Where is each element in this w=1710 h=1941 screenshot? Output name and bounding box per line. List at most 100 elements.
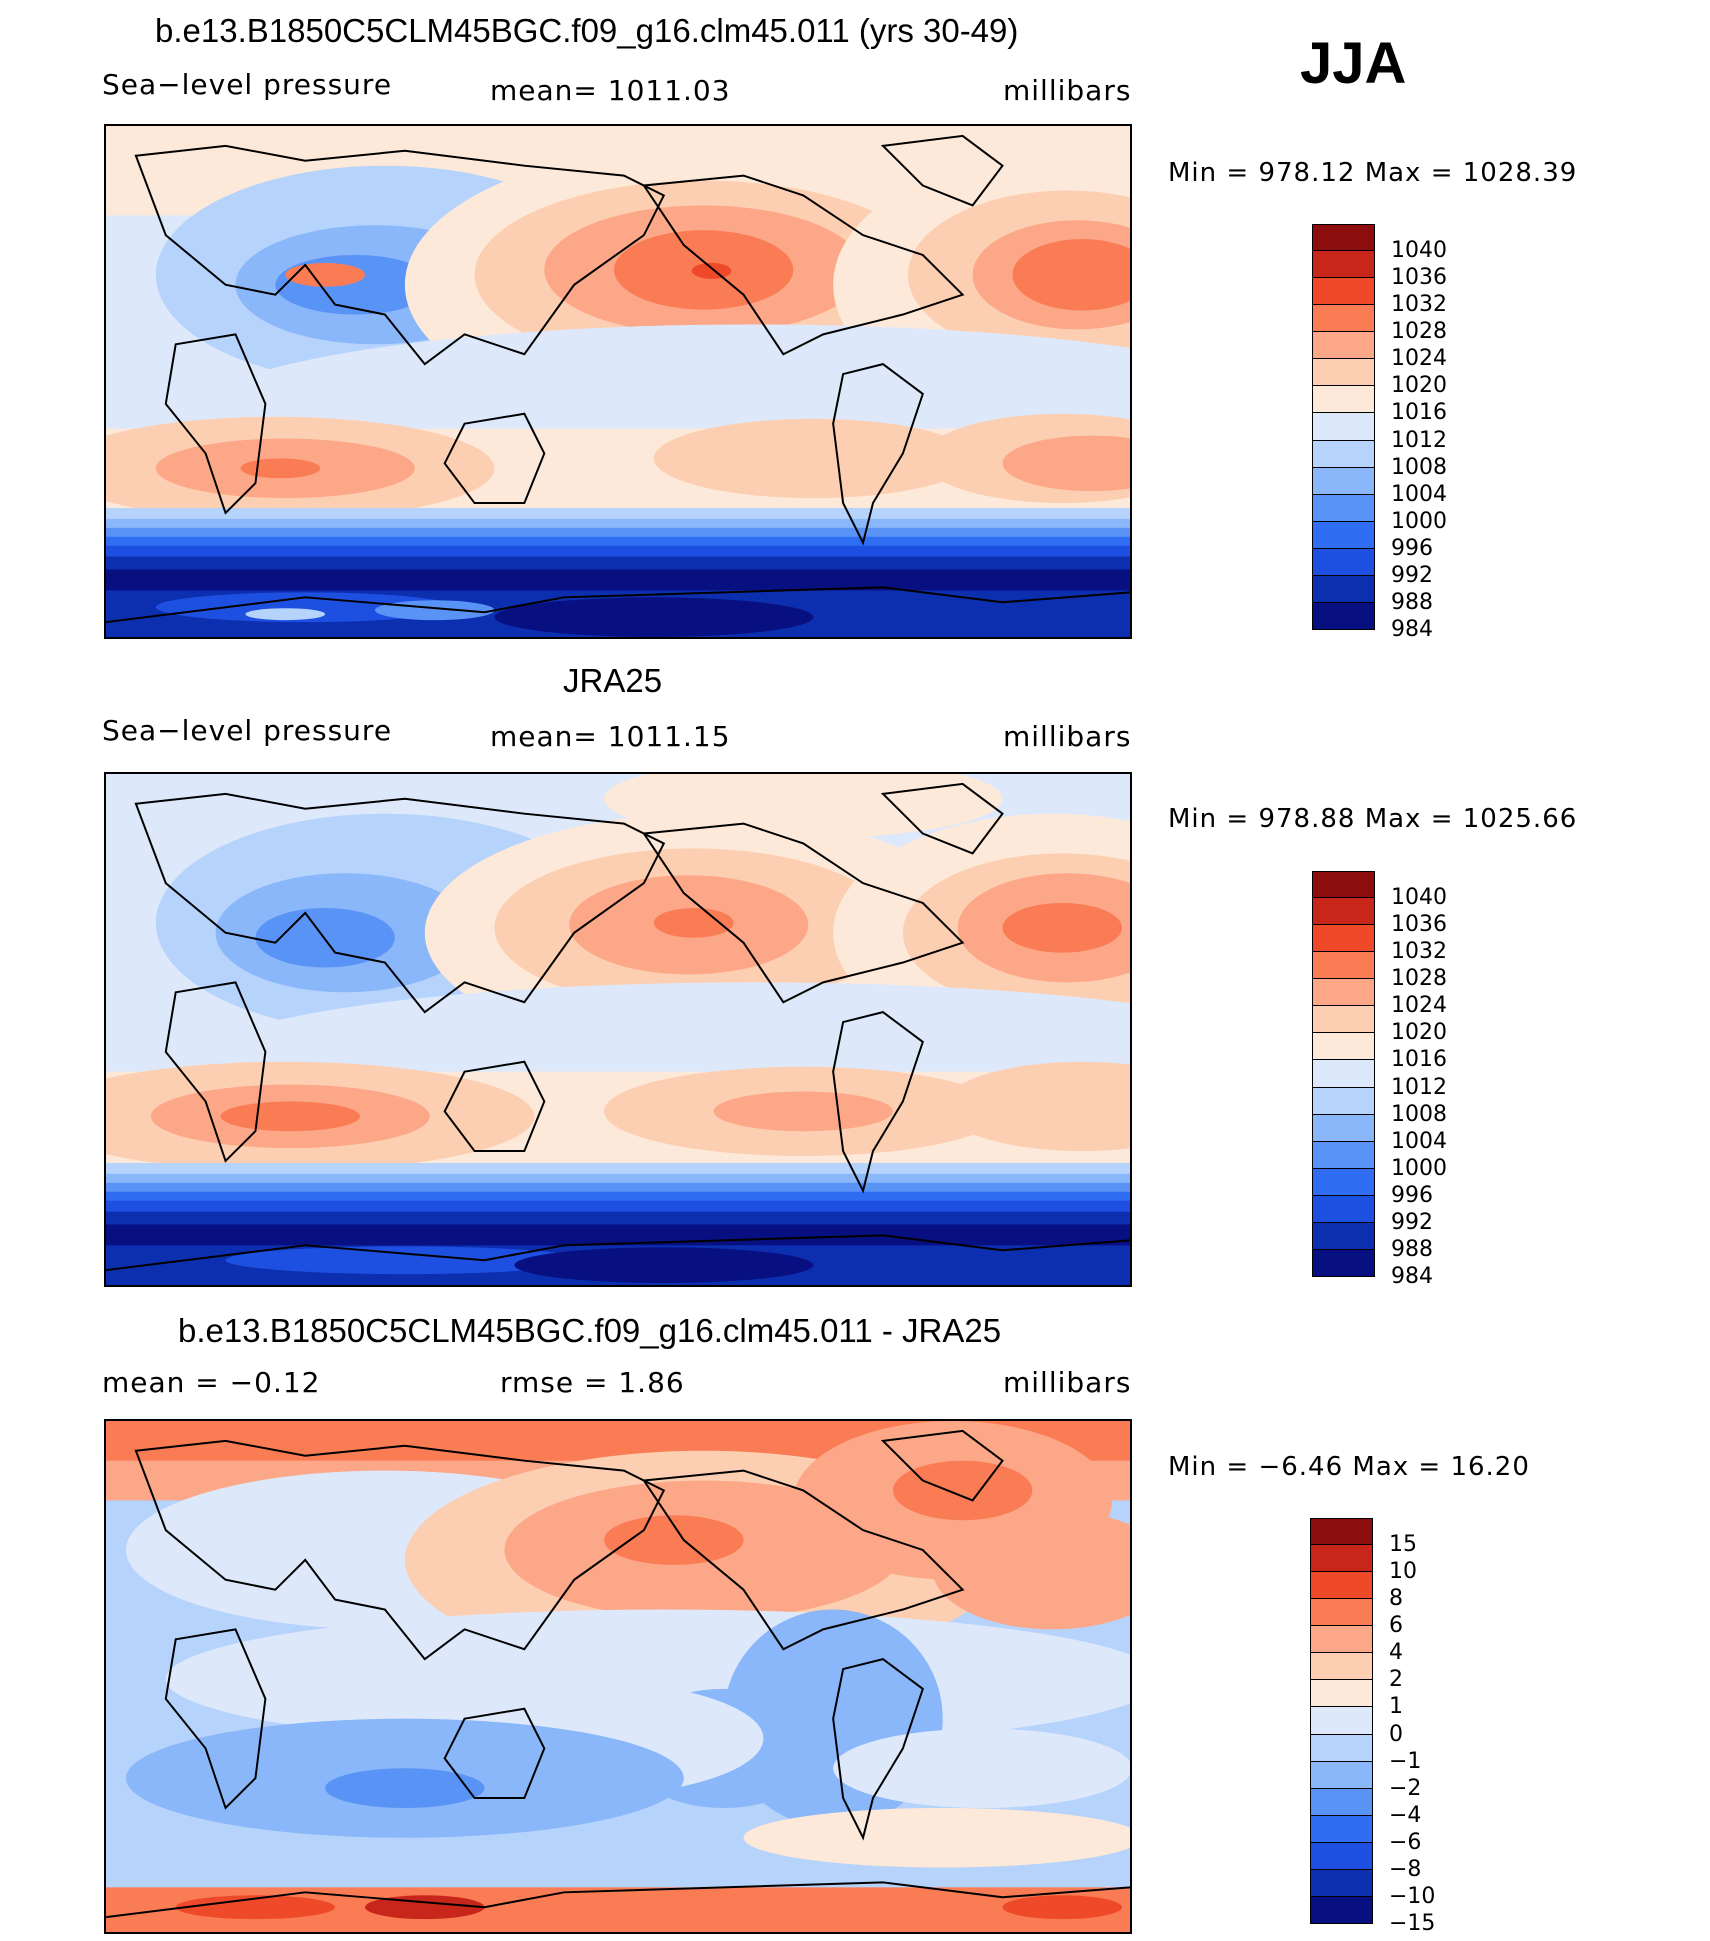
colorbar-swatch [1310,1626,1373,1654]
colorbar-swatch [1310,1842,1373,1870]
colorbar-tick-label: 1040 [1391,238,1447,264]
panel-1-map-field [106,126,1130,637]
colorbar-tick-label: −8 [1389,1856,1422,1882]
colorbar-swatch [1310,1545,1373,1573]
colorbar-swatch [1312,251,1375,279]
colorbar-tick-label: 1012 [1391,1074,1447,1100]
panel-1-minmax: Min = 978.12 Max = 1028.39 [1168,158,1578,188]
panel-1-colorbar: 1040 1036 1032 1028 1024 1020 1016 1012 1008 1004… [1312,224,1447,641]
colorbar-swatch [1312,467,1375,495]
colorbar-tick-label: −10 [1389,1883,1436,1909]
season-label: JJA [1300,31,1407,96]
colorbar-swatch [1310,1572,1373,1600]
colorbar-tick-label: 8 [1389,1586,1403,1612]
colorbar-swatch [1312,1060,1375,1088]
panel-2-minmax: Min = 978.88 Max = 1025.66 [1168,804,1578,834]
colorbar-tick-label: 996 [1391,535,1433,561]
panel-3-mean-label: mean = −0.12 [102,1366,321,1399]
colorbar-tick-label: 1036 [1391,265,1447,291]
panel-3-title: b.e13.B1850C5CLM45BGC.f09_g16.clm45.011 … [178,1312,1002,1349]
colorbar-swatch [1312,332,1375,360]
panel-3-colorbar: 15 10 8 6 4 2 1 0 −1 −2 −4 −6 −8 −10 −15 [1310,1518,1435,1935]
colorbar-tick-label: 2 [1389,1667,1403,1693]
colorbar-tick-label: −2 [1389,1775,1422,1801]
colorbar-swatch [1312,386,1375,414]
panel-1-map [104,124,1132,639]
colorbar-swatch [1312,305,1375,333]
colorbar-swatch [1312,979,1375,1007]
panel-2-variable-label: Sea−level pressure [102,714,393,747]
colorbar-swatch [1312,925,1375,953]
colorbar-tick-label: 1 [1389,1694,1403,1720]
colorbar-swatch [1312,1168,1375,1196]
colorbar-swatch [1312,413,1375,441]
colorbar-tick-label: 984 [1391,1264,1433,1289]
colorbar-tick-label: −15 [1389,1911,1436,1936]
colorbar-tick-label: 1024 [1391,993,1447,1019]
colorbar-swatch [1312,1006,1375,1034]
colorbar-tick-label: 1012 [1391,427,1447,453]
colorbar-tick-label: 4 [1389,1640,1403,1666]
colorbar-swatch [1312,440,1375,468]
colorbar-tick-label: 1000 [1391,508,1447,534]
panel-1-mean-label: mean= 1011.03 [490,74,731,107]
colorbar-tick-label: 1024 [1391,346,1447,372]
colorbar-swatch [1312,1114,1375,1142]
colorbar-swatch [1312,1222,1375,1250]
colorbar-tick-label: 1016 [1391,400,1447,426]
colorbar-swatch [1312,1195,1375,1223]
colorbar-tick-label: 984 [1391,617,1433,642]
colorbar-swatch [1310,1680,1373,1708]
panel-3-minmax: Min = −6.46 Max = 16.20 [1168,1452,1530,1482]
colorbar-tick-label: 988 [1391,1236,1433,1262]
colorbar-swatch [1312,1087,1375,1115]
colorbar-tick-label: 1032 [1391,292,1447,318]
colorbar-tick-label: 1040 [1391,885,1447,911]
colorbar-swatch [1312,521,1375,549]
colorbar-tick-label: 1020 [1391,373,1447,399]
colorbar-tick-label: 1004 [1391,481,1447,507]
panel-1-variable-label: Sea−level pressure [102,68,393,101]
colorbar-tick-label: −6 [1389,1829,1422,1855]
colorbar-tick-label: −1 [1389,1748,1422,1774]
panel-2-title: JRA25 [563,662,663,699]
panel-3-map [104,1419,1132,1934]
panel-3-units-label: millibars [1003,1366,1132,1399]
panel-3-map-field [106,1421,1130,1932]
colorbar-swatch [1312,898,1375,926]
colorbar-swatch [1312,548,1375,576]
colorbar-swatch [1310,1518,1373,1546]
panel-2-units-label: millibars [1003,720,1132,753]
colorbar-swatch [1310,1815,1373,1843]
colorbar-tick-label: 1008 [1391,454,1447,480]
colorbar-swatch [1310,1707,1373,1735]
colorbar-swatch [1310,1599,1373,1627]
colorbar-swatch [1312,1141,1375,1169]
panel-1-units-label: millibars [1003,74,1132,107]
colorbar-tick-label: 992 [1391,1209,1433,1235]
colorbar-swatch [1312,575,1375,603]
colorbar-tick-label: 992 [1391,562,1433,588]
colorbar-tick-label: 1036 [1391,912,1447,938]
colorbar-tick-label: 1016 [1391,1047,1447,1073]
panel-2-colorbar: 1040 1036 1032 1028 1024 1020 1016 1012 1008 1004… [1312,871,1447,1288]
colorbar-swatch [1312,1033,1375,1061]
colorbar-tick-label: 1020 [1391,1020,1447,1046]
panel-2-map-field [106,774,1130,1285]
colorbar-tick-label: 1004 [1391,1128,1447,1154]
panel-1-title: b.e13.B1850C5CLM45BGC.f09_g16.clm45.011 … [155,12,1019,49]
colorbar-swatch [1312,494,1375,522]
colorbar-tick-label: 988 [1391,589,1433,615]
colorbar-swatch [1310,1761,1373,1789]
colorbar-swatch [1312,871,1375,899]
colorbar-tick-label: 996 [1391,1182,1433,1208]
colorbar-swatch [1310,1788,1373,1816]
colorbar-swatch [1310,1653,1373,1681]
panel-3-rmse-label: rmse = 1.86 [500,1366,685,1399]
colorbar-tick-label: 1032 [1391,939,1447,965]
colorbar-swatch [1310,1869,1373,1897]
colorbar-tick-label: 1008 [1391,1101,1447,1127]
colorbar-swatch [1310,1734,1373,1762]
colorbar-swatch [1312,278,1375,306]
panel-2-mean-label: mean= 1011.15 [490,720,731,753]
